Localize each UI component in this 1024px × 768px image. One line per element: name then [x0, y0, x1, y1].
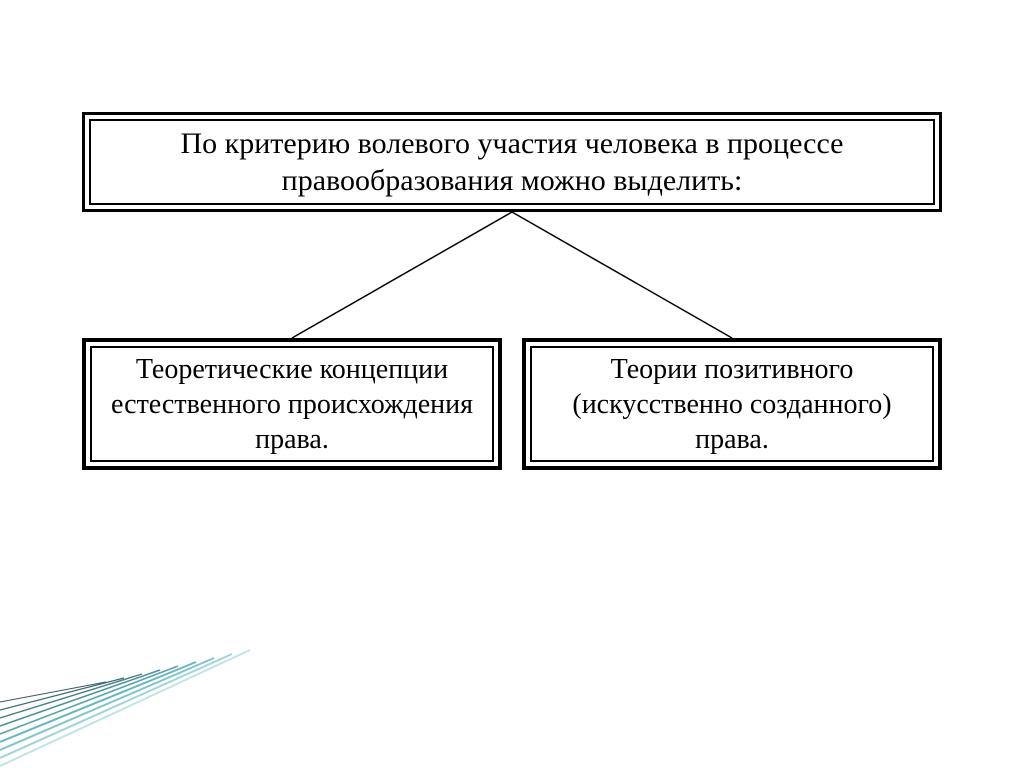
diagram-root-text: По критерию волевого участия человека в … [101, 125, 923, 200]
corner-decoration [0, 648, 260, 768]
diagram-root-box: По критерию волевого участия человека в … [82, 112, 942, 212]
diagram-right-box: Теории позитивного (искусственно созданн… [522, 338, 942, 470]
diagram-root-box-inner: По критерию волевого участия человека в … [89, 119, 935, 205]
diagram-right-box-inner: Теории позитивного (искусственно созданн… [530, 346, 934, 462]
diagram-left-box: Теоретические концепции естественного пр… [82, 338, 502, 470]
diagram-left-text: Теоретические концепции естественного пр… [102, 352, 482, 457]
diagram-left-box-inner: Теоретические концепции естественного пр… [90, 346, 494, 462]
diagram-right-text: Теории позитивного (искусственно созданн… [542, 352, 922, 457]
